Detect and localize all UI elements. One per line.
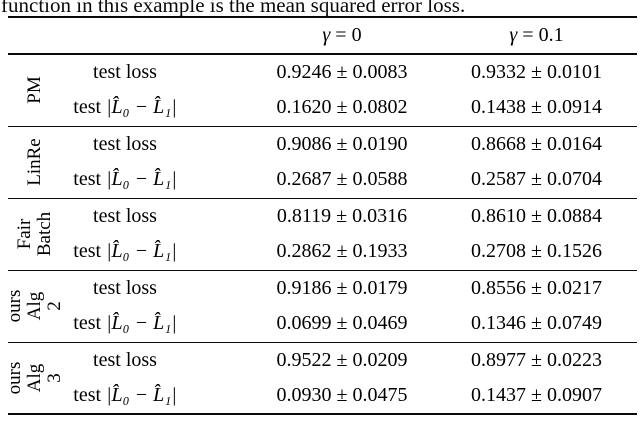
- value-cell: 0.2708 ± 0.1526: [471, 240, 602, 263]
- gamma-value: = 0: [330, 24, 362, 46]
- group-label-cell: ours Alg 2: [4, 270, 65, 342]
- value-cell: 0.8977 ± 0.0223: [471, 348, 602, 371]
- value-cell: 0.1437 ± 0.0907: [471, 384, 602, 406]
- table-group-pm: PM test loss 0.9246 ± 0.0083 0.9332 ± 0.…: [8, 54, 637, 126]
- value-cell: 0.0930 ± 0.0475: [276, 384, 408, 406]
- row-label-text: test: [73, 240, 107, 263]
- value-cell: 0.1620 ± 0.0802: [276, 96, 408, 119]
- group-label: ours Alg 2: [4, 289, 65, 323]
- table-group-ours-alg3: ours Alg 3 test loss 0.9522 ± 0.0209 0.8…: [4, 342, 637, 414]
- gamma-symbol: γ: [322, 24, 331, 46]
- table-row: PM test loss 0.9246 ± 0.0083 0.9332 ± 0.…: [8, 54, 637, 104]
- group-label: LinRe: [24, 138, 45, 186]
- row-label: test |L̂₀ − L̂₁|: [62, 90, 188, 126]
- row-label: test loss: [62, 270, 188, 306]
- row-label: test |L̂₀ − L̂₁|: [62, 306, 188, 342]
- table-header: γ = 0 γ = 0.1: [8, 17, 637, 54]
- table-group-fairbatch: Fair Batch test loss 0.8119 ± 0.0316 0.8…: [8, 198, 637, 270]
- row-label-math: |L̂₀ − L̂₁|: [106, 240, 177, 263]
- row-label: test loss: [62, 54, 188, 90]
- row-label-text: test loss: [93, 276, 157, 299]
- column-header-gamma-0: γ = 0: [188, 17, 450, 54]
- table-row: test |L̂₀ − L̂₁| 0.2687 ± 0.0588 0.2587 …: [8, 162, 637, 198]
- row-label-math: |L̂₀ − L̂₁|: [106, 312, 177, 335]
- row-label: test loss: [62, 198, 188, 234]
- table-row: test |L̂₀ − L̂₁| 0.0699 ± 0.0469 0.1346 …: [8, 306, 637, 342]
- row-label: test |L̂₀ − L̂₁|: [62, 378, 188, 414]
- row-label-text: test: [73, 96, 107, 119]
- table-row: LinRe test loss 0.9086 ± 0.0190 0.8668 ±…: [8, 126, 637, 186]
- group-label: PM: [24, 76, 45, 104]
- row-label: test |L̂₀ − L̂₁|: [62, 234, 188, 270]
- caption-text: function in this example is the mean squ…: [1, 0, 466, 16]
- group-label-cell: PM: [8, 54, 62, 126]
- value-cell: 0.9332 ± 0.0101: [471, 61, 602, 83]
- row-label-text: test loss: [93, 348, 157, 371]
- table-group-ours-alg2: ours Alg 2 test loss 0.9186 ± 0.0179 0.8…: [4, 270, 637, 342]
- value-cell: 0.2587 ± 0.0704: [471, 168, 602, 191]
- group-label-cell: ours Alg 3: [4, 342, 65, 414]
- row-label-math: |L̂₀ − L̂₁|: [106, 168, 177, 191]
- value-cell: 0.1438 ± 0.0914: [471, 96, 602, 119]
- group-label-cell: LinRe: [8, 126, 62, 198]
- value-cell: 0.9186 ± 0.0179: [276, 276, 408, 299]
- gamma-symbol: γ: [509, 24, 518, 46]
- gamma-value: = 0.1: [517, 24, 564, 46]
- header-spacer: [8, 17, 188, 54]
- row-label-math: |L̂₀ − L̂₁|: [106, 96, 177, 119]
- row-label: test loss: [62, 342, 188, 378]
- row-label-text: test loss: [93, 132, 157, 155]
- table-row: ours Alg 2 test loss 0.9186 ± 0.0179 0.8…: [4, 270, 637, 323]
- value-cell: 0.9522 ± 0.0209: [276, 348, 408, 371]
- row-label: test loss: [62, 126, 188, 162]
- table-row: test |L̂₀ − L̂₁| 0.1620 ± 0.0802 0.1438 …: [8, 90, 637, 126]
- row-label: test |L̂₀ − L̂₁|: [62, 162, 188, 198]
- row-label-text: test loss: [93, 61, 157, 83]
- table-group-linre: LinRe test loss 0.9086 ± 0.0190 0.8668 ±…: [8, 126, 637, 198]
- row-label-text: test: [73, 384, 107, 406]
- group-label-cell: Fair Batch: [8, 198, 62, 270]
- row-label-math: |L̂₀ − L̂₁|: [106, 384, 177, 406]
- table-row: ours Alg 3 test loss 0.9522 ± 0.0209 0.8…: [4, 342, 637, 394]
- column-header-gamma-01: γ = 0.1: [450, 17, 637, 54]
- table-row: Fair Batch test loss 0.8119 ± 0.0316 0.8…: [8, 198, 637, 256]
- row-label-text: test: [73, 168, 107, 191]
- value-cell: 0.8119 ± 0.0316: [276, 204, 408, 227]
- value-cell: 0.8610 ± 0.0884: [471, 204, 602, 227]
- group-label: ours Alg 3: [4, 361, 65, 395]
- caption-clip: function in this example is the mean squ…: [0, 0, 640, 16]
- value-cell: 0.0699 ± 0.0469: [276, 312, 408, 335]
- table-row: test |L̂₀ − L̂₁| 0.2862 ± 0.1933 0.2708 …: [8, 234, 637, 270]
- value-cell: 0.9246 ± 0.0083: [276, 61, 408, 83]
- value-cell: 0.9086 ± 0.0190: [276, 132, 408, 155]
- row-label-text: test loss: [93, 204, 157, 227]
- results-table: γ = 0 γ = 0.1 PM test loss 0.9246 ± 0.00…: [4, 16, 637, 415]
- row-label-text: test: [73, 312, 107, 335]
- value-cell: 0.2687 ± 0.0588: [276, 168, 408, 191]
- group-label: Fair Batch: [14, 211, 55, 257]
- value-cell: 0.8556 ± 0.0217: [471, 276, 602, 299]
- header-row: γ = 0 γ = 0.1: [8, 17, 637, 54]
- value-cell: 0.2862 ± 0.1933: [276, 240, 408, 263]
- table-row: test |L̂₀ − L̂₁| 0.0930 ± 0.0475 0.1437 …: [8, 378, 637, 414]
- value-cell: 0.1346 ± 0.0749: [471, 312, 602, 335]
- value-cell: 0.8668 ± 0.0164: [471, 132, 602, 155]
